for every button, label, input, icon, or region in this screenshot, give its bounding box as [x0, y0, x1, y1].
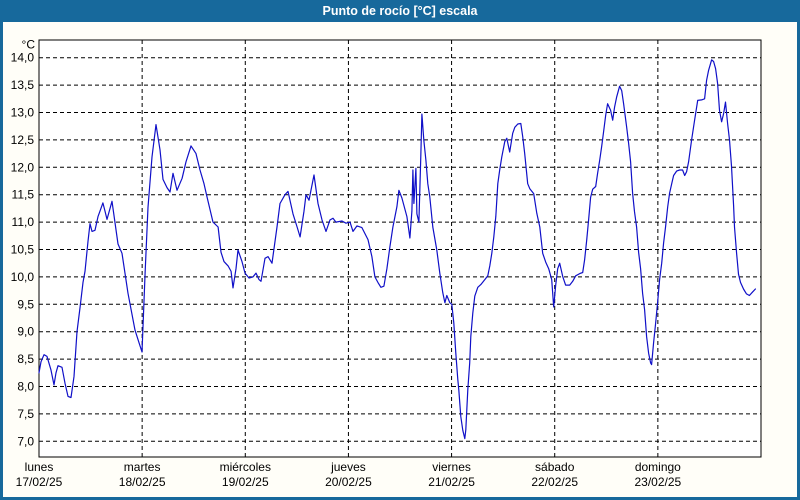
x-axis-day-label: jueves: [330, 460, 366, 474]
y-tick-label: 9,5: [17, 297, 34, 311]
x-axis-date-label: 20/02/25: [325, 475, 372, 489]
y-tick-label: 10,5: [11, 243, 35, 257]
plot-border: [38, 39, 762, 458]
x-axis-date-label: 22/02/25: [531, 475, 578, 489]
x-axis-day-label: miércoles: [220, 460, 271, 474]
data-line: [38, 59, 757, 440]
x-axis-date-label: 17/02/25: [16, 475, 63, 489]
x-axis-date-label: 18/02/25: [119, 475, 166, 489]
y-tick-label: 7,5: [17, 407, 34, 421]
y-tick-label: 12,0: [11, 160, 35, 174]
y-tick-label: 12,5: [11, 133, 35, 147]
x-axis-day-label: martes: [124, 460, 161, 474]
y-tick-label: 10,0: [11, 270, 35, 284]
x-axis-day-label: lunes: [25, 460, 54, 474]
y-tick-label: 8,5: [17, 352, 34, 366]
plot-area: [39, 40, 761, 457]
y-tick-label: 9,0: [17, 325, 34, 339]
x-axis-date-label: 23/02/25: [634, 475, 681, 489]
y-tick-label: 13,0: [11, 106, 35, 120]
y-tick-label: 8,0: [17, 380, 34, 394]
y-tick-label: 13,5: [11, 78, 35, 92]
y-tick-label: 7,0: [17, 434, 34, 448]
x-axis-day-label: sábado: [535, 460, 575, 474]
y-tick-label: 14,0: [11, 51, 35, 65]
y-tick-label: 11,0: [12, 215, 35, 229]
x-axis-date-label: 21/02/25: [428, 475, 475, 489]
title-bar: Punto de rocío [°C] escala: [0, 0, 800, 22]
y-axis-unit-label: °C: [22, 38, 36, 52]
y-tick-label: 11,5: [12, 188, 35, 202]
x-axis-day-label: viernes: [432, 460, 471, 474]
window-title: Punto de rocío [°C] escala: [322, 4, 478, 18]
x-axis-date-label: 19/02/25: [222, 475, 269, 489]
x-axis-day-label: domingo: [635, 460, 681, 474]
